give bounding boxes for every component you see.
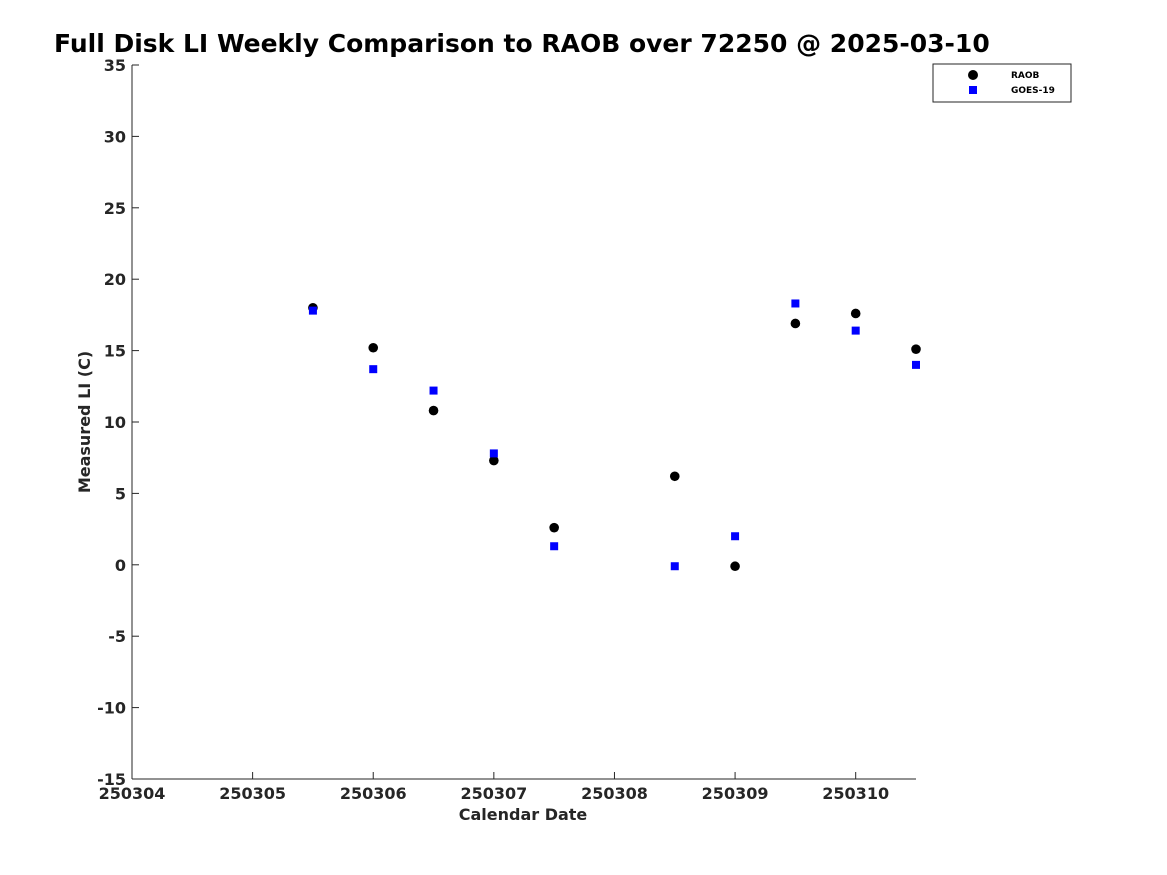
- raob-point: [368, 342, 379, 353]
- legend-label: GOES-19: [1011, 86, 1055, 96]
- legend: RAOB GOES-19: [932, 63, 1072, 103]
- goes-19-point: [489, 449, 498, 458]
- legend-marker-raob: [968, 70, 978, 80]
- y-tick-label: -15: [97, 770, 126, 789]
- y-tick-label: 0: [115, 556, 126, 575]
- goes-19-point: [731, 532, 740, 541]
- x-tick-label: 250307: [460, 784, 527, 803]
- plot-marks: [308, 299, 921, 572]
- y-axis-label: Measured LI (C): [75, 351, 94, 493]
- x-tick-label: 250309: [702, 784, 769, 803]
- goes-19-point: [912, 360, 920, 369]
- x-tick-label: 250304: [99, 784, 166, 803]
- chart-title: Full Disk LI Weekly Comparison to RAOB o…: [54, 29, 990, 58]
- x-tick-label: 250308: [581, 784, 648, 803]
- legend-marker-goes-19: [969, 86, 977, 94]
- y-tick-label: 25: [104, 199, 126, 218]
- y-tick-label: 20: [104, 270, 126, 289]
- goes-19-point: [369, 365, 378, 374]
- goes-19-point: [851, 326, 860, 335]
- x-tick-label: 250306: [340, 784, 407, 803]
- goes-19-point: [308, 306, 317, 315]
- y-tick-label: 35: [104, 56, 126, 75]
- raob-point: [428, 405, 439, 416]
- raob-point: [730, 561, 740, 572]
- x-axis-label: Calendar Date: [459, 805, 588, 824]
- raob-point: [489, 455, 499, 466]
- raob-point: [669, 471, 680, 482]
- goes-19-point: [791, 299, 800, 308]
- goes-19-point: [550, 542, 559, 551]
- raob-point: [790, 318, 801, 329]
- goes-19-point: [670, 562, 679, 571]
- y-tick-label: 30: [104, 127, 126, 146]
- y-tick-label: 10: [104, 413, 126, 432]
- y-tick-label: -10: [97, 699, 126, 718]
- raob-point: [549, 522, 559, 533]
- raob-point: [850, 308, 861, 319]
- x-tick-label: 250310: [822, 784, 889, 803]
- raob-point: [911, 344, 921, 354]
- y-tick-label: -5: [108, 627, 126, 646]
- legend-label: RAOB: [1011, 71, 1040, 81]
- x-tick-label: 250305: [219, 784, 286, 803]
- y-tick-label: 5: [115, 484, 126, 503]
- goes-19-point: [429, 386, 438, 395]
- legend-box: [932, 63, 1072, 103]
- y-tick-label: 15: [104, 342, 126, 361]
